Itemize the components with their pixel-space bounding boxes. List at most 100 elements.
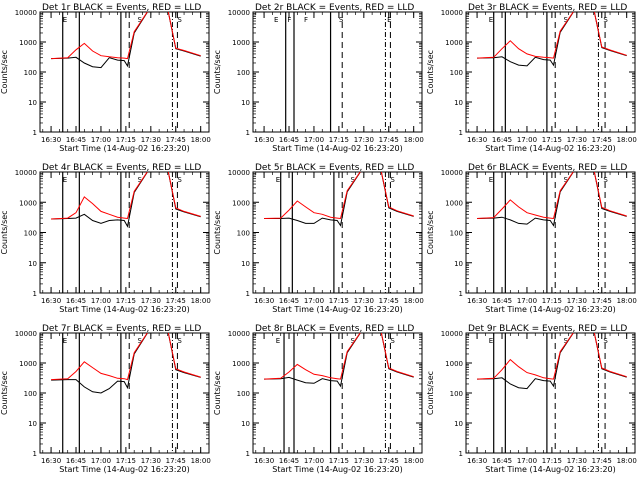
y-axis-label: Counts/sec (426, 210, 435, 254)
x-axis-label: Start Time (14-Aug-02 16:23:20) (272, 465, 403, 474)
panel-title: Det 8r BLACK = Events, RED = LLD (255, 324, 414, 334)
x-tick-label: 17:45 (592, 297, 612, 305)
panel-title: Det 4r BLACK = Events, RED = LLD (42, 163, 201, 173)
y-tick-label: 1000 (232, 199, 250, 207)
marker-label: S (177, 176, 182, 184)
marker-label: S (351, 337, 356, 345)
y-tick-label: 100 (237, 390, 250, 398)
x-tick-label: 16:30 (467, 136, 487, 144)
marker-label: E (63, 16, 67, 24)
x-tick-label: 17:45 (166, 457, 186, 465)
plot-frame (39, 332, 210, 454)
x-tick-label: 17:15 (329, 457, 349, 465)
y-tick-label: 10 (454, 260, 463, 268)
x-tick-label: 16:45 (279, 136, 299, 144)
x-tick-label: 17:30 (141, 297, 161, 305)
x-tick-label: 18:00 (191, 136, 211, 144)
y-tick-label: 100 (450, 390, 463, 398)
plot-frame (465, 171, 636, 294)
series-line-lld (51, 172, 201, 220)
y-tick-label: 100 (450, 230, 463, 238)
marker-label: S (564, 16, 569, 24)
marker-label: F (287, 16, 291, 24)
panel-det-4: Det 4r BLACK = Events, RED = LLD 1 10 100 10… (0, 163, 211, 314)
marker-label: E (274, 16, 278, 24)
x-tick-label: 16:30 (254, 297, 274, 305)
plot-frame (39, 171, 210, 294)
x-tick-label: 16:30 (41, 457, 61, 465)
x-axis-label: Start Time (14-Aug-02 16:23:20) (59, 305, 190, 314)
x-tick-label: 16:30 (254, 457, 274, 465)
marker-label: E (489, 176, 493, 184)
x-axis-label: Start Time (14-Aug-02 16:23:20) (485, 465, 616, 474)
marker-label: E (276, 337, 280, 345)
panel-det-1: Det 1r BLACK = Events, RED = LLD 1 10 100 10… (0, 3, 211, 153)
y-tick-label: 100 (450, 69, 463, 77)
marker-label: S (603, 16, 608, 24)
marker-label: S (564, 337, 569, 345)
panel-det-6: Det 6r BLACK = Events, RED = LLD 1 10 100 10… (426, 163, 637, 314)
series-line-lld (477, 172, 627, 220)
y-axis-label: Counts/sec (0, 371, 9, 415)
x-axis-label: Start Time (14-Aug-02 16:23:20) (59, 465, 190, 474)
y-tick-label: 1000 (19, 39, 37, 47)
x-tick-label: 17:45 (379, 297, 399, 305)
y-tick-label: 10 (241, 420, 250, 428)
y-tick-label: 10000 (15, 169, 37, 177)
y-tick-label: 10 (454, 99, 463, 107)
x-tick-label: 17:00 (304, 457, 324, 465)
y-tick-label: 10 (28, 420, 37, 428)
plot-frame (252, 11, 423, 133)
x-tick-label: 18:00 (191, 297, 211, 305)
x-tick-label: 16:45 (492, 457, 512, 465)
x-tick-label: 16:30 (467, 297, 487, 305)
y-tick-label: 10000 (441, 169, 463, 177)
x-tick-label: 17:15 (542, 457, 562, 465)
y-tick-label: 1000 (232, 360, 250, 368)
y-tick-label: 1 (459, 450, 463, 458)
series-line-lld (477, 333, 627, 380)
x-tick-label: 18:00 (404, 136, 424, 144)
marker-label: E (489, 337, 493, 345)
y-tick-label: 1000 (19, 360, 37, 368)
y-tick-label: 10000 (15, 9, 37, 17)
x-tick-label: 17:00 (91, 457, 111, 465)
marker-label: S (603, 337, 608, 345)
x-tick-label: 17:00 (517, 136, 537, 144)
x-tick-label: 17:00 (91, 297, 111, 305)
y-tick-label: 100 (24, 230, 37, 238)
y-axis-label: Counts/sec (426, 371, 435, 415)
x-tick-label: 17:15 (542, 136, 562, 144)
x-tick-label: 16:45 (66, 136, 86, 144)
x-tick-label: 17:30 (141, 457, 161, 465)
x-tick-label: 16:45 (492, 136, 512, 144)
x-tick-label: 17:30 (354, 297, 374, 305)
y-tick-label: 1 (33, 290, 37, 298)
series-line-lld (264, 333, 414, 380)
y-tick-label: 10 (454, 420, 463, 428)
x-tick-label: 18:00 (617, 297, 637, 305)
y-tick-label: 10 (241, 260, 250, 268)
marker-label: S (351, 176, 356, 184)
x-tick-label: 17:00 (304, 297, 324, 305)
marker-label: F (304, 16, 308, 24)
x-tick-label: 17:45 (379, 457, 399, 465)
x-tick-label: 16:30 (467, 457, 487, 465)
y-axis-label: Counts/sec (426, 50, 435, 94)
plot-frame (252, 171, 423, 294)
series-line-lld (477, 12, 627, 59)
x-tick-label: 17:15 (116, 457, 136, 465)
series-line-lld (51, 12, 201, 60)
panel-det-3: Det 3r BLACK = Events, RED = LLD 1 10 100 10… (426, 3, 637, 153)
marker-label: S (339, 16, 344, 24)
x-tick-label: 18:00 (404, 297, 424, 305)
x-tick-label: 17:00 (91, 136, 111, 144)
x-tick-label: 17:45 (379, 136, 399, 144)
plot-frame (465, 332, 636, 454)
panel-title: Det 1r BLACK = Events, RED = LLD (42, 3, 201, 13)
x-tick-label: 17:45 (592, 457, 612, 465)
x-tick-label: 16:30 (41, 297, 61, 305)
plot-frame (252, 332, 423, 454)
panel-det-7: Det 7r BLACK = Events, RED = LLD 1 10 100 10… (0, 324, 211, 474)
